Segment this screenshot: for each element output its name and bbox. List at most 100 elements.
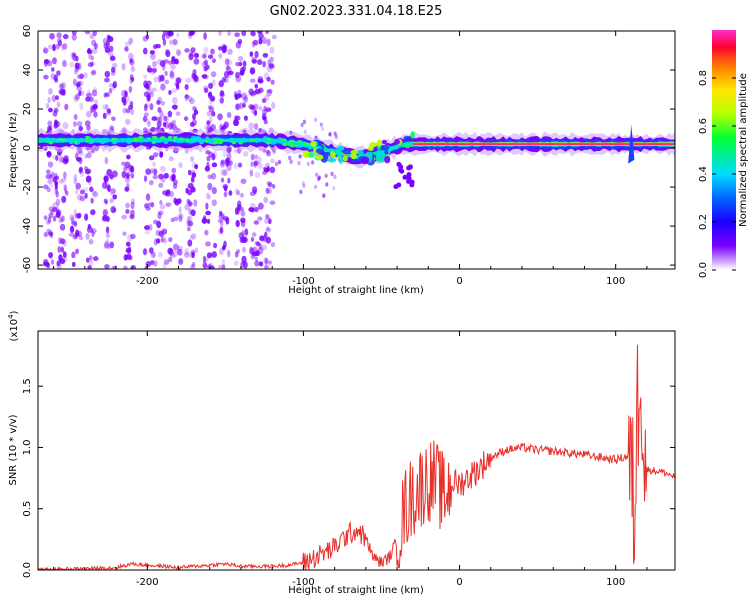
snr-xtick-label: 100 (606, 577, 625, 588)
spectrogram-speckle (211, 111, 216, 117)
spectrogram-speckle (163, 259, 170, 266)
spectrogram-speckle (168, 256, 173, 263)
spectrogram-speckle (48, 206, 55, 212)
spectrogram-speckle (92, 191, 99, 198)
spectrogram-speckle (130, 201, 135, 210)
spectrogram-speckle (201, 53, 207, 59)
spectrogram-speckle (164, 190, 169, 197)
snr-plot-area (38, 331, 675, 570)
spectrogram-speckle (234, 188, 240, 194)
spectrogram-speckle (221, 45, 227, 54)
spectrogram-speckle (112, 62, 118, 68)
spectrogram-speckle (190, 178, 195, 183)
spectrogram-speckle (203, 87, 209, 94)
spectrogram-speckle (130, 65, 136, 72)
spectrogram-speckle (87, 47, 91, 54)
spectrogram-speckle (65, 190, 69, 196)
spectrogram-speckle (204, 229, 209, 236)
spectrogram-speckle (234, 115, 241, 121)
spectrogram-speckle (103, 176, 108, 184)
spectrogram-speckle (146, 67, 153, 73)
spectrogram-speckle (91, 47, 98, 55)
spectrogram-speckle (203, 32, 207, 40)
spectrogram-speckle (85, 92, 92, 99)
spectrogram-speckle (55, 190, 59, 198)
band-speck (53, 139, 60, 143)
spectrogram-speckle (223, 191, 228, 198)
spectrogram-speckle (102, 104, 107, 111)
spectrogram-speckle (254, 50, 259, 59)
spectrogram-speckle (111, 83, 116, 91)
spectrogram-speckle (210, 123, 216, 132)
spectrogram-speckle (93, 43, 98, 50)
spectrogram-speckle (144, 102, 149, 109)
spectrogram-speckle (268, 218, 272, 225)
spectrogram-speckle (315, 172, 319, 177)
spectrogram-speckle (262, 170, 268, 176)
spectrogram-speckle (205, 64, 210, 70)
spectrogram-speckle (306, 161, 310, 167)
spectrogram-speckle (251, 232, 257, 237)
spectrogram-speckle (212, 58, 216, 64)
spectrogram-speckle (298, 154, 302, 159)
spectrogram-speckle (192, 113, 196, 120)
spectrogram-speckle (75, 182, 81, 190)
spectrogram-speckle (106, 168, 113, 177)
colorbar-tick-label: 0.8 (698, 70, 709, 86)
spectrogram-speckle (257, 202, 264, 210)
spectrogram-speckle (270, 241, 276, 248)
spectrogram-speckle (43, 184, 49, 190)
spectrogram-speckle (202, 261, 208, 269)
spectrogram-speckle (152, 174, 159, 180)
spectrogram-speckle (90, 209, 96, 216)
spectrogram-speckle (250, 253, 256, 260)
band-speck (178, 137, 184, 141)
spectrogram-speckle (235, 103, 240, 110)
spectrogram-speckle (169, 121, 175, 128)
spectrogram-speckle (54, 120, 59, 128)
spectrogram-speckle (219, 210, 223, 216)
spectrogram-speckle (71, 33, 77, 41)
spectrogram-speckle (71, 261, 76, 268)
band-blob (336, 145, 345, 151)
snr-ytick-label: 0.0 (22, 562, 33, 578)
spectrogram-speckle (149, 50, 155, 55)
spectrogram-speckle (171, 119, 177, 127)
spectrogram-speckle (84, 192, 88, 199)
spectrogram-speckle (61, 215, 65, 223)
spectrogram-speckle (261, 98, 267, 104)
spectrogram-speckle (178, 206, 182, 214)
band-blob (367, 145, 374, 152)
band-speck (48, 141, 54, 145)
spectrogram-speckle (105, 103, 109, 111)
spectrogram-speckle (211, 153, 216, 161)
band-blob (384, 155, 391, 164)
spectrogram-speckle (145, 193, 151, 201)
spectrogram-speckle (108, 83, 114, 88)
spectrogram-speckle (264, 257, 268, 265)
spectrogram-speckle (151, 87, 157, 93)
spectrogram-speckle (78, 90, 82, 96)
spectrogram-speckle (169, 190, 174, 198)
spectrogram-speckle (42, 47, 49, 54)
spectrogram-speckle (218, 264, 223, 269)
spectrogram-speckle (146, 84, 150, 90)
spectrogram-speckle (93, 87, 98, 93)
band-blob (315, 148, 325, 154)
spectrogram-speckle (143, 74, 148, 80)
spectrogram-speckle (165, 48, 170, 56)
spectrogram-speckle (112, 82, 117, 89)
spectrogram-speckle (147, 64, 151, 73)
spectrogram-speckle (78, 235, 84, 241)
spectrogram-speckle (218, 31, 222, 37)
spectrogram-speckle (74, 62, 80, 70)
spectrogram-speckle (145, 168, 152, 175)
spectrogram-speckle (243, 115, 248, 121)
spectrogram-speckle (226, 112, 232, 119)
spectrogram-speckle (47, 179, 53, 184)
spectrogram-speckle (266, 150, 272, 157)
spectrogram-speckle (49, 173, 53, 179)
spectrogram-speckle (142, 116, 148, 123)
spectrogram-speckle (93, 42, 99, 49)
spectrogram-speckle (178, 214, 183, 222)
